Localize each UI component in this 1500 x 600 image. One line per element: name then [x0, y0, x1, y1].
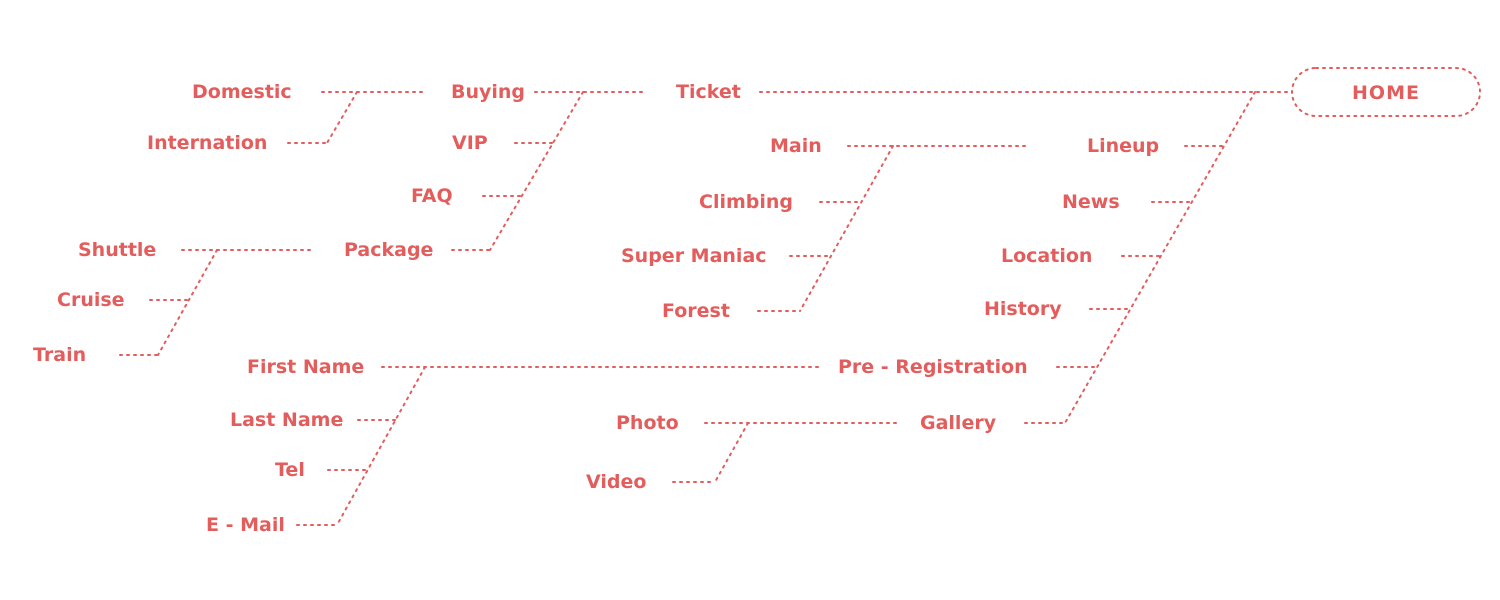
connector-ticket-diagonal	[489, 91, 584, 251]
nav-ticket[interactable]: Ticket	[676, 81, 741, 103]
nav-main[interactable]: Main	[770, 135, 822, 157]
connector-home-diagonal	[1064, 91, 1256, 424]
nav-faq[interactable]: FAQ	[411, 185, 453, 207]
nav-train[interactable]: Train	[33, 344, 86, 366]
nav-first-name[interactable]: First Name	[247, 356, 364, 378]
nav-location[interactable]: Location	[1001, 245, 1092, 267]
nav-last-name[interactable]: Last Name	[230, 409, 343, 431]
nav-tel[interactable]: Tel	[275, 459, 305, 481]
connector-gallery-diagonal	[714, 422, 749, 483]
buying-children: Domestic Internation	[147, 81, 292, 154]
nav-buying[interactable]: Buying	[451, 81, 525, 103]
nav-vip[interactable]: VIP	[452, 132, 488, 154]
nav-super-maniac[interactable]: Super Maniac	[621, 245, 767, 267]
lineup-children: Main Climbing Super Maniac Forest	[621, 135, 822, 322]
nav-forest[interactable]: Forest	[662, 300, 730, 322]
nav-lineup[interactable]: Lineup	[1087, 135, 1159, 157]
nav-package[interactable]: Package	[344, 239, 433, 261]
nav-internation[interactable]: Internation	[147, 132, 267, 154]
gallery-children: Photo Video	[586, 412, 679, 493]
connector-preregistration-diagonal	[336, 366, 426, 526]
home-children: Ticket Lineup News Location History Pre …	[676, 81, 1159, 434]
home-pill-outline	[1291, 67, 1481, 117]
connectors	[119, 91, 1291, 526]
nav-gallery[interactable]: Gallery	[920, 412, 997, 434]
nav-pre-registration[interactable]: Pre - Registration	[838, 356, 1028, 378]
connector-buying-diagonal	[326, 91, 358, 144]
nav-news[interactable]: News	[1062, 191, 1120, 213]
nav-video[interactable]: Video	[586, 471, 646, 493]
connector-lineup-diagonal	[799, 145, 894, 312]
ticket-children: Buying VIP FAQ Package	[344, 81, 525, 261]
home-node[interactable]: HOME	[1291, 67, 1481, 117]
nav-domestic[interactable]: Domestic	[192, 81, 292, 103]
nav-history[interactable]: History	[984, 298, 1062, 320]
package-children: Shuttle Cruise Train	[33, 239, 156, 366]
connector-package-diagonal	[157, 249, 218, 356]
nav-photo[interactable]: Photo	[616, 412, 679, 434]
nav-shuttle[interactable]: Shuttle	[78, 239, 156, 261]
home-label[interactable]: HOME	[1352, 82, 1420, 104]
nav-cruise[interactable]: Cruise	[57, 289, 125, 311]
nav-email[interactable]: E - Mail	[206, 514, 285, 536]
nav-climbing[interactable]: Climbing	[699, 191, 793, 213]
pre-registration-children: First Name Last Name Tel E - Mail	[206, 356, 364, 536]
